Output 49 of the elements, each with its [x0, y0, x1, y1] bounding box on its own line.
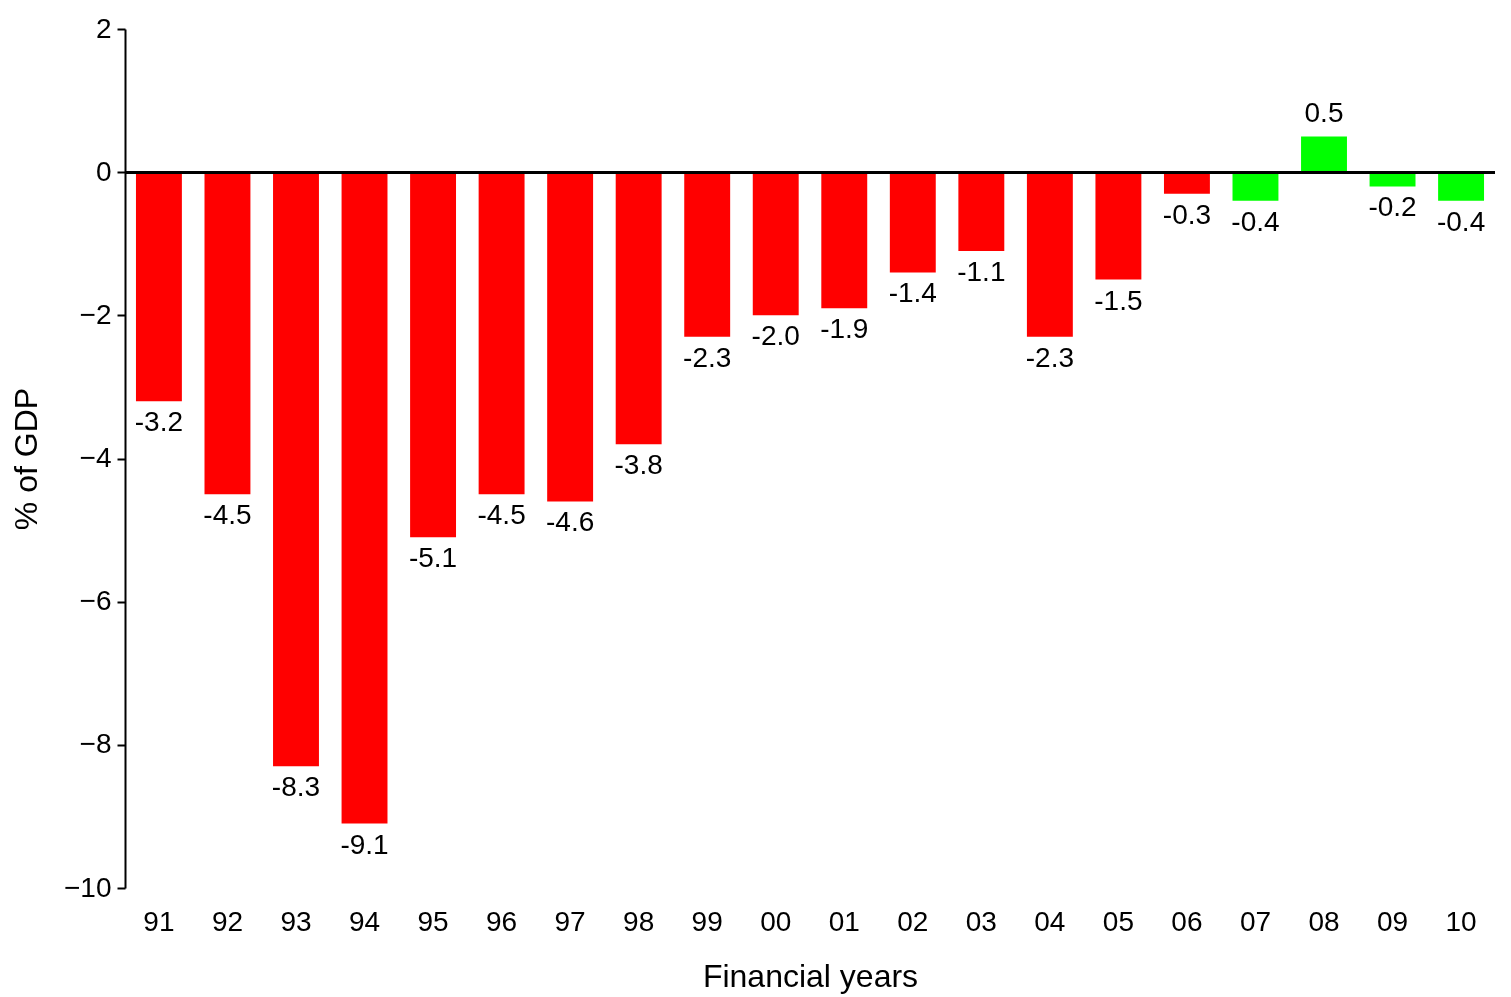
- data-label: -0.4: [1436, 205, 1486, 237]
- x-tick-label: 04: [1034, 905, 1066, 937]
- x-tick-label: 92: [211, 905, 244, 937]
- data-label: -0.4: [1231, 205, 1280, 237]
- x-tick-label: 93: [280, 905, 312, 937]
- x-tick-label: 95: [417, 905, 449, 937]
- x-tick-label: 02: [897, 905, 929, 937]
- x-tick-label: 94: [348, 905, 381, 937]
- data-label: -1.9: [820, 313, 869, 345]
- y-axis-title: % of GDP: [8, 387, 44, 531]
- x-tick-label: 97: [554, 905, 586, 937]
- data-label: -1.1: [957, 255, 1006, 287]
- x-tick-label: 01: [828, 905, 860, 937]
- data-label: -1.4: [888, 277, 937, 309]
- x-tick-label: 03: [965, 905, 997, 937]
- x-tick-label: 07: [1239, 905, 1272, 937]
- data-label: -0.3: [1162, 198, 1212, 230]
- y-tick-label: −8: [79, 728, 112, 760]
- data-label: -2.0: [751, 320, 800, 352]
- x-tick-label: 08: [1308, 905, 1340, 937]
- x-tick-label: 05: [1102, 905, 1134, 937]
- x-tick-label: 10: [1445, 905, 1477, 937]
- data-label: -1.5: [1094, 284, 1143, 316]
- x-tick-label: 96: [486, 905, 518, 937]
- x-tick-label: 98: [623, 905, 655, 937]
- data-label: -0.2: [1368, 191, 1417, 223]
- data-label: 0.5: [1304, 97, 1344, 129]
- data-label: -9.1: [340, 828, 389, 860]
- data-label: -5.1: [408, 542, 458, 574]
- x-tick-label: 91: [143, 905, 175, 937]
- data-label: -4.5: [203, 499, 252, 531]
- x-tick-label: 09: [1376, 905, 1409, 937]
- x-axis-title: Financial years: [702, 957, 919, 994]
- data-label: -2.3: [1025, 341, 1074, 373]
- x-tick-label: 99: [691, 905, 723, 937]
- y-tick-label: −10: [64, 871, 112, 903]
- data-label: -3.8: [614, 449, 663, 481]
- y-tick-label: 2: [95, 12, 112, 44]
- data-label: -3.2: [134, 406, 184, 438]
- data-label: -4.6: [546, 506, 595, 538]
- y-tick-label: −2: [79, 298, 112, 330]
- x-tick-label: 06: [1171, 905, 1203, 937]
- y-tick-label: 0: [95, 155, 112, 187]
- data-label: -8.3: [271, 771, 321, 803]
- data-label: -2.3: [683, 341, 732, 373]
- data-label: -4.5: [477, 499, 526, 531]
- y-tick-label: −4: [79, 442, 112, 473]
- y-tick-label: −6: [79, 585, 112, 617]
- x-tick-label: 00: [760, 905, 792, 937]
